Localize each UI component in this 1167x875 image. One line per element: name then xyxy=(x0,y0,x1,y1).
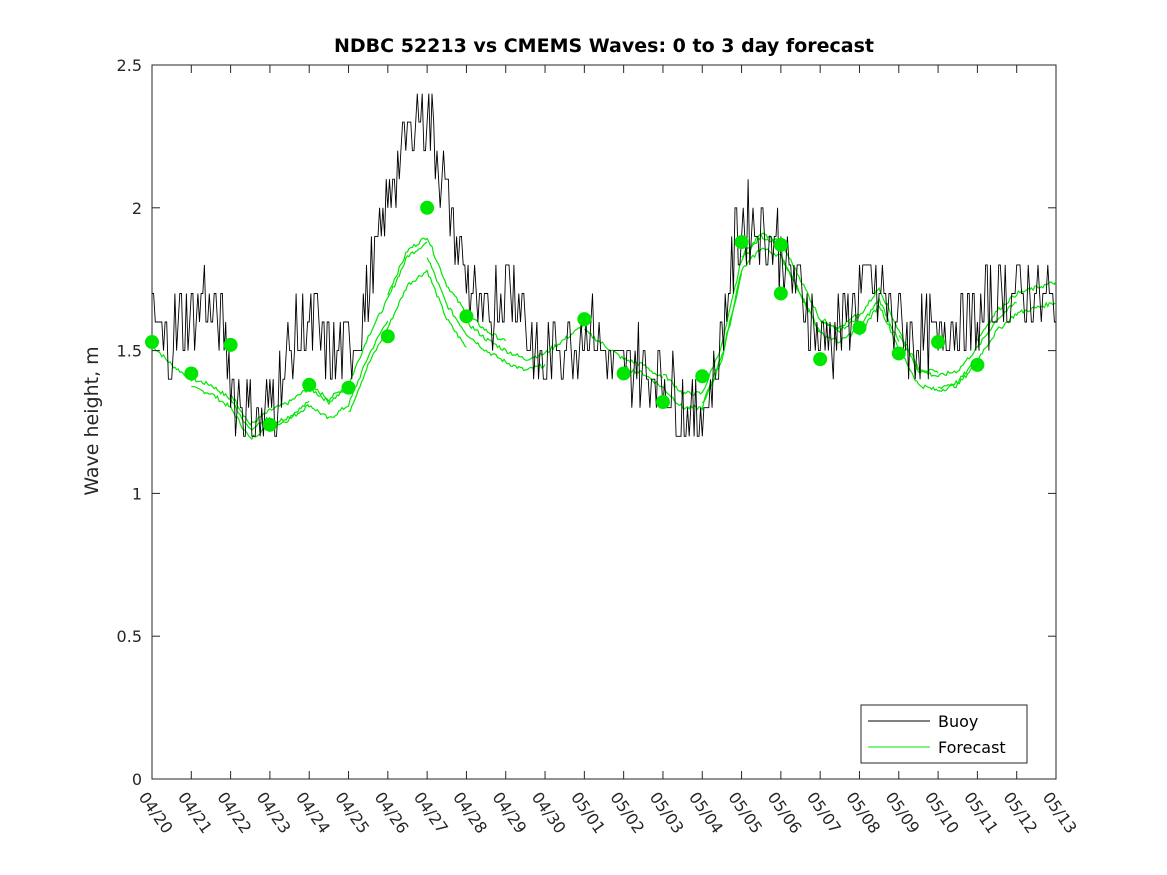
forecast-point xyxy=(420,200,435,215)
forecast-point xyxy=(655,395,670,410)
forecast-line xyxy=(151,344,271,431)
x-tick-label: 04/23 xyxy=(253,788,295,837)
forecast-line xyxy=(898,301,1017,378)
x-tick-label: 05/08 xyxy=(842,788,884,837)
x-tick-label: 05/05 xyxy=(724,788,766,837)
forecast-line xyxy=(348,269,467,413)
forecast-line xyxy=(230,385,349,426)
forecast-point xyxy=(813,352,828,367)
legend-box xyxy=(860,704,1028,764)
x-tick-label: 04/30 xyxy=(528,788,570,837)
legend-buoy-label: Buoy xyxy=(938,712,978,731)
forecast-point xyxy=(891,346,906,361)
forecast-line xyxy=(426,257,546,372)
forecast-point xyxy=(341,380,356,395)
x-tick-label: 05/11 xyxy=(960,788,1002,837)
x-tick-label: 05/12 xyxy=(999,788,1041,837)
forecast-point xyxy=(695,369,710,384)
x-tick-label: 05/02 xyxy=(606,788,648,837)
forecast-line xyxy=(308,241,428,403)
buoy-line xyxy=(152,93,1056,437)
y-tick-label: 2 xyxy=(132,199,142,218)
forecast-line xyxy=(191,386,310,441)
y-tick-label: 1 xyxy=(132,484,142,503)
forecast-line xyxy=(583,328,664,378)
y-tick-label: 0.5 xyxy=(117,627,142,646)
x-tick-label: 05/04 xyxy=(685,788,727,837)
forecast-series xyxy=(151,232,1057,441)
forecast-point xyxy=(380,329,395,344)
x-tick-label: 05/06 xyxy=(764,788,806,837)
y-tick-label: 2.5 xyxy=(117,56,142,75)
forecast-point xyxy=(184,366,199,381)
plot-area xyxy=(145,64,1057,780)
axes-box xyxy=(151,64,1057,780)
forecast-line xyxy=(387,237,507,342)
forecast-point xyxy=(145,335,159,350)
x-tick-label: 04/27 xyxy=(410,788,452,837)
forecast-point xyxy=(773,237,788,252)
forecast-point xyxy=(577,312,592,327)
y-tick-label: 0 xyxy=(132,770,142,789)
x-tick-label: 05/03 xyxy=(646,788,688,837)
x-tick-label: 04/29 xyxy=(488,788,530,837)
forecast-point xyxy=(931,335,946,350)
forecast-point xyxy=(852,320,867,335)
forecast-line xyxy=(662,232,782,397)
x-tick-label: 05/09 xyxy=(882,788,924,837)
forecast-point xyxy=(734,235,749,250)
legend-forecast-label: Forecast xyxy=(938,738,1006,757)
buoy-series xyxy=(152,93,1056,437)
x-tick-label: 05/07 xyxy=(803,788,845,837)
forecast-point xyxy=(970,357,985,372)
x-tick-label: 04/21 xyxy=(174,788,216,837)
chart-title: NDBC 52213 vs CMEMS Waves: 0 to 3 day fo… xyxy=(334,35,874,57)
forecast-line xyxy=(741,232,860,330)
x-tick-label: 04/26 xyxy=(371,788,413,837)
x-tick-label: 04/25 xyxy=(331,788,373,837)
forecast-line xyxy=(269,320,389,429)
forecast-points xyxy=(145,200,985,432)
forecast-point xyxy=(616,366,631,381)
x-tick-label: 04/24 xyxy=(292,788,334,837)
y-tick-label: 1.5 xyxy=(117,342,142,361)
forecast-point xyxy=(262,417,277,432)
forecast-line xyxy=(623,273,743,412)
forecast-point xyxy=(773,286,788,301)
forecast-point xyxy=(223,337,238,352)
forecast-line xyxy=(466,319,585,361)
forecast-point xyxy=(459,309,474,324)
x-tick-label: 05/13 xyxy=(1039,788,1081,837)
forecast-line xyxy=(819,286,939,374)
x-tick-label: 05/10 xyxy=(921,788,963,837)
x-tick-label: 04/28 xyxy=(449,788,491,837)
forecast-line xyxy=(976,280,1057,341)
y-axis: 0 0.5 1 1.5 2 2.5 xyxy=(117,56,1056,789)
y-axis-label: Wave height, m xyxy=(81,346,103,495)
forecast-point xyxy=(302,377,317,392)
x-tick-label: 05/01 xyxy=(567,788,609,837)
x-tick-label: 04/22 xyxy=(213,788,255,837)
x-tick-label: 04/20 xyxy=(135,788,177,837)
forecast-line xyxy=(938,301,1057,390)
legend: Buoy Forecast xyxy=(860,704,1028,764)
